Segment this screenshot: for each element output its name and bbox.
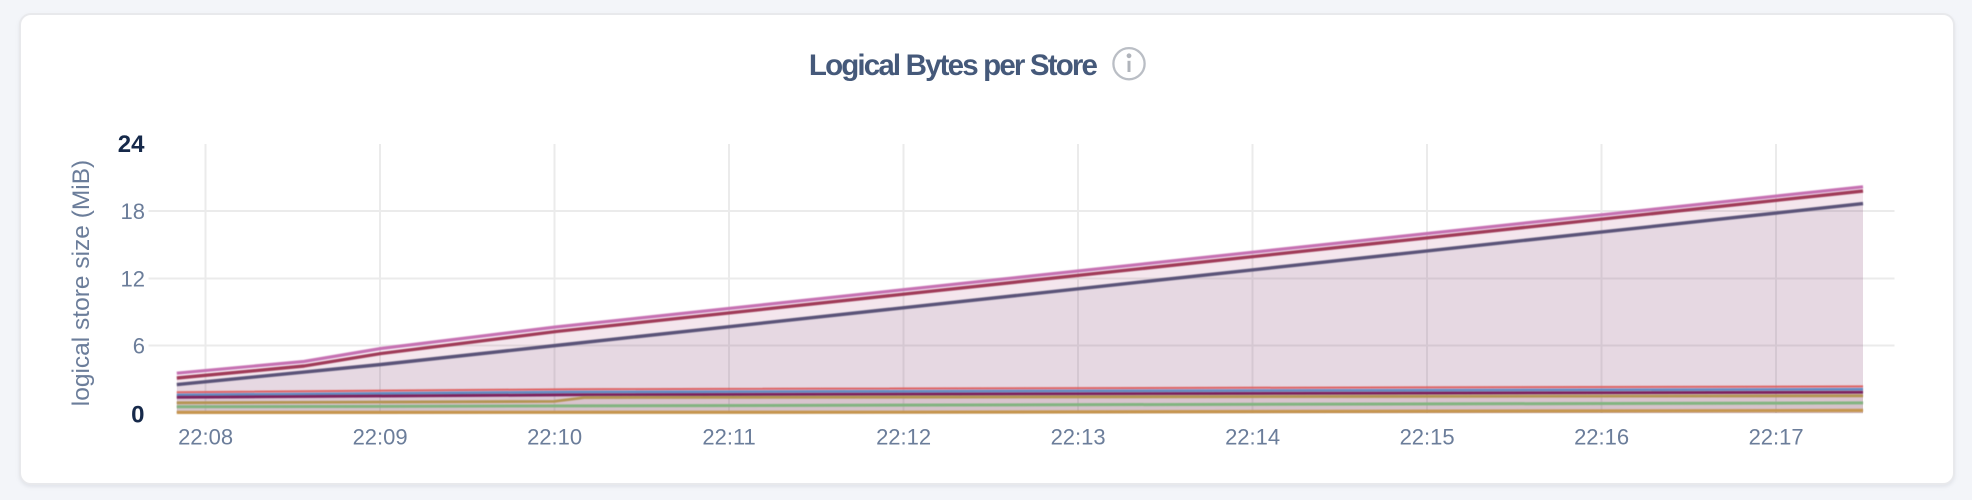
svg-text:18: 18 bbox=[121, 199, 145, 224]
svg-text:22:16: 22:16 bbox=[1574, 425, 1629, 450]
svg-text:Logical Bytes per Store: Logical Bytes per Store bbox=[809, 49, 1098, 82]
svg-text:12: 12 bbox=[121, 266, 145, 291]
svg-text:6: 6 bbox=[133, 334, 145, 359]
svg-text:22:13: 22:13 bbox=[1051, 425, 1106, 450]
svg-text:22:11: 22:11 bbox=[702, 425, 755, 450]
svg-text:22:12: 22:12 bbox=[876, 425, 931, 450]
svg-text:22:10: 22:10 bbox=[527, 425, 582, 450]
svg-text:22:14: 22:14 bbox=[1225, 425, 1280, 450]
svg-text:22:09: 22:09 bbox=[353, 425, 408, 450]
svg-text:22:08: 22:08 bbox=[178, 425, 233, 450]
svg-text:logical store size (MiB): logical store size (MiB) bbox=[68, 160, 95, 406]
svg-text:22:15: 22:15 bbox=[1400, 425, 1455, 450]
svg-text:22:17: 22:17 bbox=[1749, 425, 1804, 450]
svg-text:0: 0 bbox=[131, 402, 144, 429]
svg-text:24: 24 bbox=[118, 131, 145, 158]
